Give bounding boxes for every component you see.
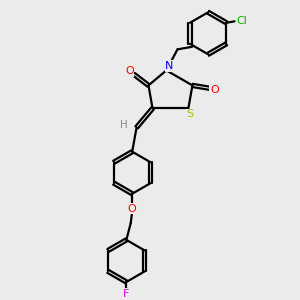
Text: O: O [128,204,136,214]
Text: O: O [125,66,134,76]
Text: S: S [186,109,194,119]
Text: F: F [123,289,130,298]
Text: O: O [210,85,219,95]
Text: Cl: Cl [236,16,247,26]
Text: N: N [165,61,173,71]
Text: H: H [120,119,128,130]
